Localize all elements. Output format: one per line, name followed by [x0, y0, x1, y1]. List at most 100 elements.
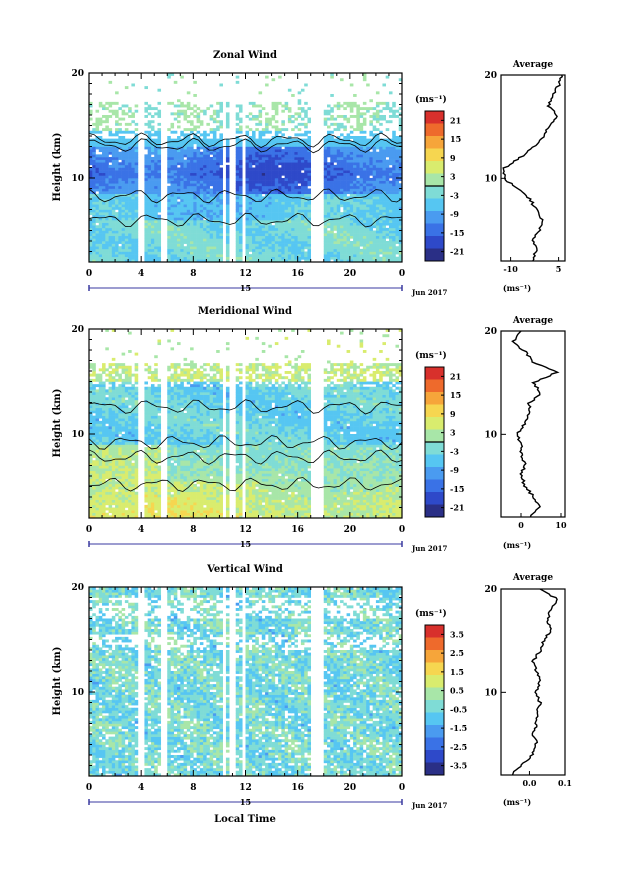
heatmap-cell — [356, 199, 360, 202]
heatmap-cell — [248, 238, 253, 242]
heatmap-cell — [300, 154, 305, 158]
heatmap-cell — [193, 225, 197, 229]
heatmap-cell — [369, 225, 373, 229]
heatmap-cell — [180, 227, 184, 231]
heatmap-cell — [131, 178, 135, 181]
heatmap-cell — [105, 225, 109, 229]
heatmap-cell — [124, 112, 129, 116]
heatmap-cell — [287, 254, 292, 258]
heatmap-cell — [105, 512, 109, 516]
zonal-wind-heatmap — [89, 73, 403, 263]
heatmap-cell — [92, 259, 96, 263]
heatmap-cell — [359, 115, 364, 118]
heatmap-cell — [300, 183, 305, 187]
heatmap-cell — [388, 512, 393, 516]
heatmap-cell — [196, 107, 201, 111]
heatmap-cell — [245, 180, 250, 184]
heatmap-cell — [183, 507, 188, 511]
heatmap-cell — [108, 115, 113, 118]
heatmap-cell — [134, 251, 139, 255]
heatmap-cell — [95, 248, 100, 252]
heatmap-cell — [199, 141, 204, 145]
heatmap-cell — [98, 507, 103, 511]
heatmap-cell — [258, 214, 263, 218]
heatmap-cell — [144, 243, 148, 247]
heatmap-cell — [248, 178, 253, 181]
heatmap-cell — [258, 159, 263, 163]
heatmap-cell — [134, 109, 139, 113]
heatmap-cell — [209, 233, 214, 237]
heatmap-cell — [333, 206, 338, 210]
average-profile-frame — [500, 74, 566, 262]
heatmap-cell — [111, 162, 116, 166]
heatmap-cell — [274, 164, 279, 168]
heatmap-cell — [177, 227, 181, 231]
heatmap-cell — [330, 212, 334, 216]
heatmap-cell — [323, 164, 328, 168]
heatmap-cell — [128, 115, 132, 118]
heatmap-cell — [340, 157, 344, 160]
heatmap-cell — [212, 217, 217, 221]
heatmap-cell — [219, 201, 223, 205]
heatmap-cell — [346, 175, 351, 179]
heatmap-cell — [209, 230, 214, 234]
heatmap-cell — [281, 256, 285, 260]
heatmap-cell — [265, 112, 269, 116]
heatmap-cell — [307, 162, 312, 166]
heatmap-cell — [372, 154, 377, 158]
heatmap-cell — [167, 138, 171, 142]
heatmap-cell — [327, 167, 331, 171]
heatmap-cell — [366, 512, 370, 516]
heatmap-cell — [206, 241, 210, 244]
heatmap-cell — [356, 151, 360, 155]
heatmap-cell — [170, 204, 175, 208]
heatmap-cell — [144, 170, 148, 174]
heatmap-cell — [124, 512, 129, 516]
heatmap-cell — [281, 151, 285, 155]
heatmap-cell — [255, 248, 259, 252]
heatmap-cell — [245, 248, 250, 252]
heatmap-cell — [144, 107, 148, 111]
heatmap-cell — [333, 204, 338, 208]
heatmap-cell — [190, 151, 194, 155]
meridional-wind-heatmap — [89, 329, 403, 519]
heatmap-cell — [196, 141, 201, 145]
heatmap-cell — [147, 167, 152, 171]
heatmap-cell — [177, 217, 181, 221]
heatmap-cell — [238, 170, 243, 174]
heatmap-cell — [212, 193, 217, 197]
heatmap-cell — [216, 109, 220, 113]
heatmap-cell — [203, 167, 207, 171]
heatmap-cell — [108, 138, 113, 142]
heatmap-cell — [128, 510, 132, 514]
heatmap-cell — [115, 112, 119, 116]
heatmap-cell — [294, 185, 298, 189]
heatmap-cell — [212, 162, 217, 166]
heatmap-cell — [102, 162, 106, 166]
zonal-wind-x-axis: 0 4 8 12 16 20 015 — [86, 73, 405, 293]
heatmap-cell — [398, 178, 403, 181]
heatmap-cell — [102, 115, 106, 118]
heatmap-cell — [304, 241, 308, 244]
heatmap-cell — [118, 162, 122, 166]
heatmap-cell — [281, 128, 285, 132]
heatmap-cell — [278, 130, 282, 134]
heatmap-cell — [167, 507, 171, 511]
heatmap-cell — [177, 180, 181, 184]
heatmap-cell — [154, 191, 158, 195]
heatmap-cell — [294, 217, 298, 221]
heatmap-cell — [134, 157, 139, 160]
heatmap-cell — [131, 230, 135, 234]
heatmap-cell — [258, 175, 263, 179]
heatmap-cell — [372, 128, 377, 132]
heatmap-cell — [359, 204, 364, 208]
heatmap-cell — [102, 238, 106, 242]
heatmap-cell — [98, 238, 103, 242]
heatmap-cell — [291, 256, 295, 260]
heatmap-cell — [190, 201, 194, 205]
heatmap-cell — [157, 191, 162, 195]
heatmap-cell — [248, 217, 253, 221]
heatmap-cell — [388, 180, 393, 184]
heatmap-cell — [121, 227, 126, 231]
heatmap-cell — [102, 512, 106, 516]
